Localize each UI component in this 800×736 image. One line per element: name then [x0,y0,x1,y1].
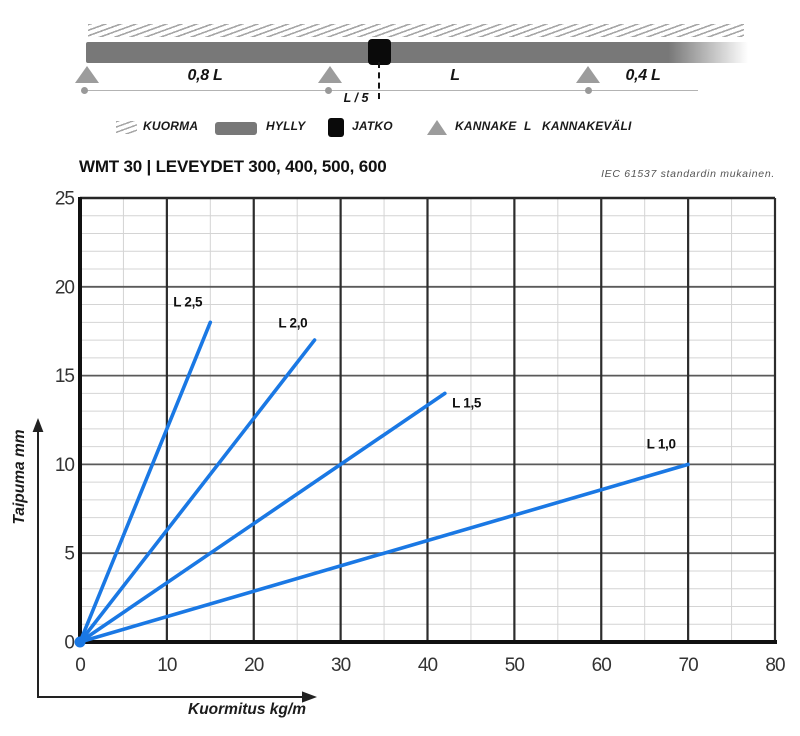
support-triangle-left [75,66,99,83]
kuorma-hatch-icon [116,121,137,134]
span-label-middle: L [450,67,460,84]
deflection-chart: 0 5 10 15 20 25 0 10 20 30 40 50 60 70 80 L 2,5 L 2,0 L 1… [0,185,800,736]
axis-arrow-lines [37,431,303,698]
standard-note: IEC 61537 standardin mukainen. [601,168,775,180]
x-tick-label: 80 [765,655,785,676]
x-tick-label: 20 [244,655,264,676]
y-arrowhead-icon [32,418,44,432]
hylly-beam-icon [215,122,257,135]
y-axis-label: Taipuma mm [11,429,28,525]
dimension-line [84,90,698,91]
legend-label-kannake: KANNAKE [455,119,517,133]
chart-title: WMT 30 | LEVEYDET 300, 400, 500, 600 [79,157,387,176]
jatko-joint-icon [328,118,344,137]
legend-label-kannakevali: KANNAKEVÄLI [542,119,632,133]
x-tick-label: 40 [418,655,438,676]
support-triangle-right [576,66,600,83]
series-line [78,462,690,644]
series-line [78,391,447,644]
origin-dot [74,636,86,648]
load-hatch [88,24,744,37]
x-tick-label: 50 [505,655,525,676]
dimension-dot [81,87,88,94]
shelf-beam [86,42,748,63]
chart-svg: 0 5 10 15 20 25 0 10 20 30 40 50 60 70 80 L 2,5 L 2,0 L 1… [32,189,786,703]
x-tick-label: 70 [679,655,699,676]
legend-label-hylly: HYLLY [266,119,306,133]
joint-dashed-line [378,62,380,99]
series-label: L 2,0 [278,316,307,331]
series-label: L 1,5 [452,396,482,411]
dimension-dot [585,87,592,94]
x-tick-label: 60 [592,655,612,676]
dimension-dot [325,87,332,94]
y-tick-label: 5 [64,544,74,565]
y-tick-label: 25 [55,189,75,210]
legend-label-jatko: JATKO [352,119,393,133]
series-label: L 2,5 [173,294,203,309]
series-line [78,338,317,644]
x-arrowhead-icon [302,691,317,703]
series-label: L 1,0 [647,436,676,451]
y-tick-label: 0 [64,633,74,654]
kannake-support-icon [427,120,447,135]
x-tick-label: 10 [157,655,177,676]
support-triangle-mid [318,66,342,83]
series-line [78,320,213,644]
joint-square [368,39,391,65]
span-label-left: 0,8 L [187,67,223,84]
legend-label-kuorma: KUORMA [143,119,199,133]
kannakevali-symbol: L [524,119,532,133]
joint-offset-label: L / 5 [343,91,369,105]
y-tick-label: 15 [55,366,75,387]
x-axis-label: Kuormitus kg/m [188,701,306,718]
y-tick-label: 20 [55,277,75,298]
x-tick-label: 30 [331,655,351,676]
span-label-right: 0,4 L [625,67,661,84]
x-tick-label: 0 [75,655,85,676]
y-tick-label: 10 [55,455,75,476]
